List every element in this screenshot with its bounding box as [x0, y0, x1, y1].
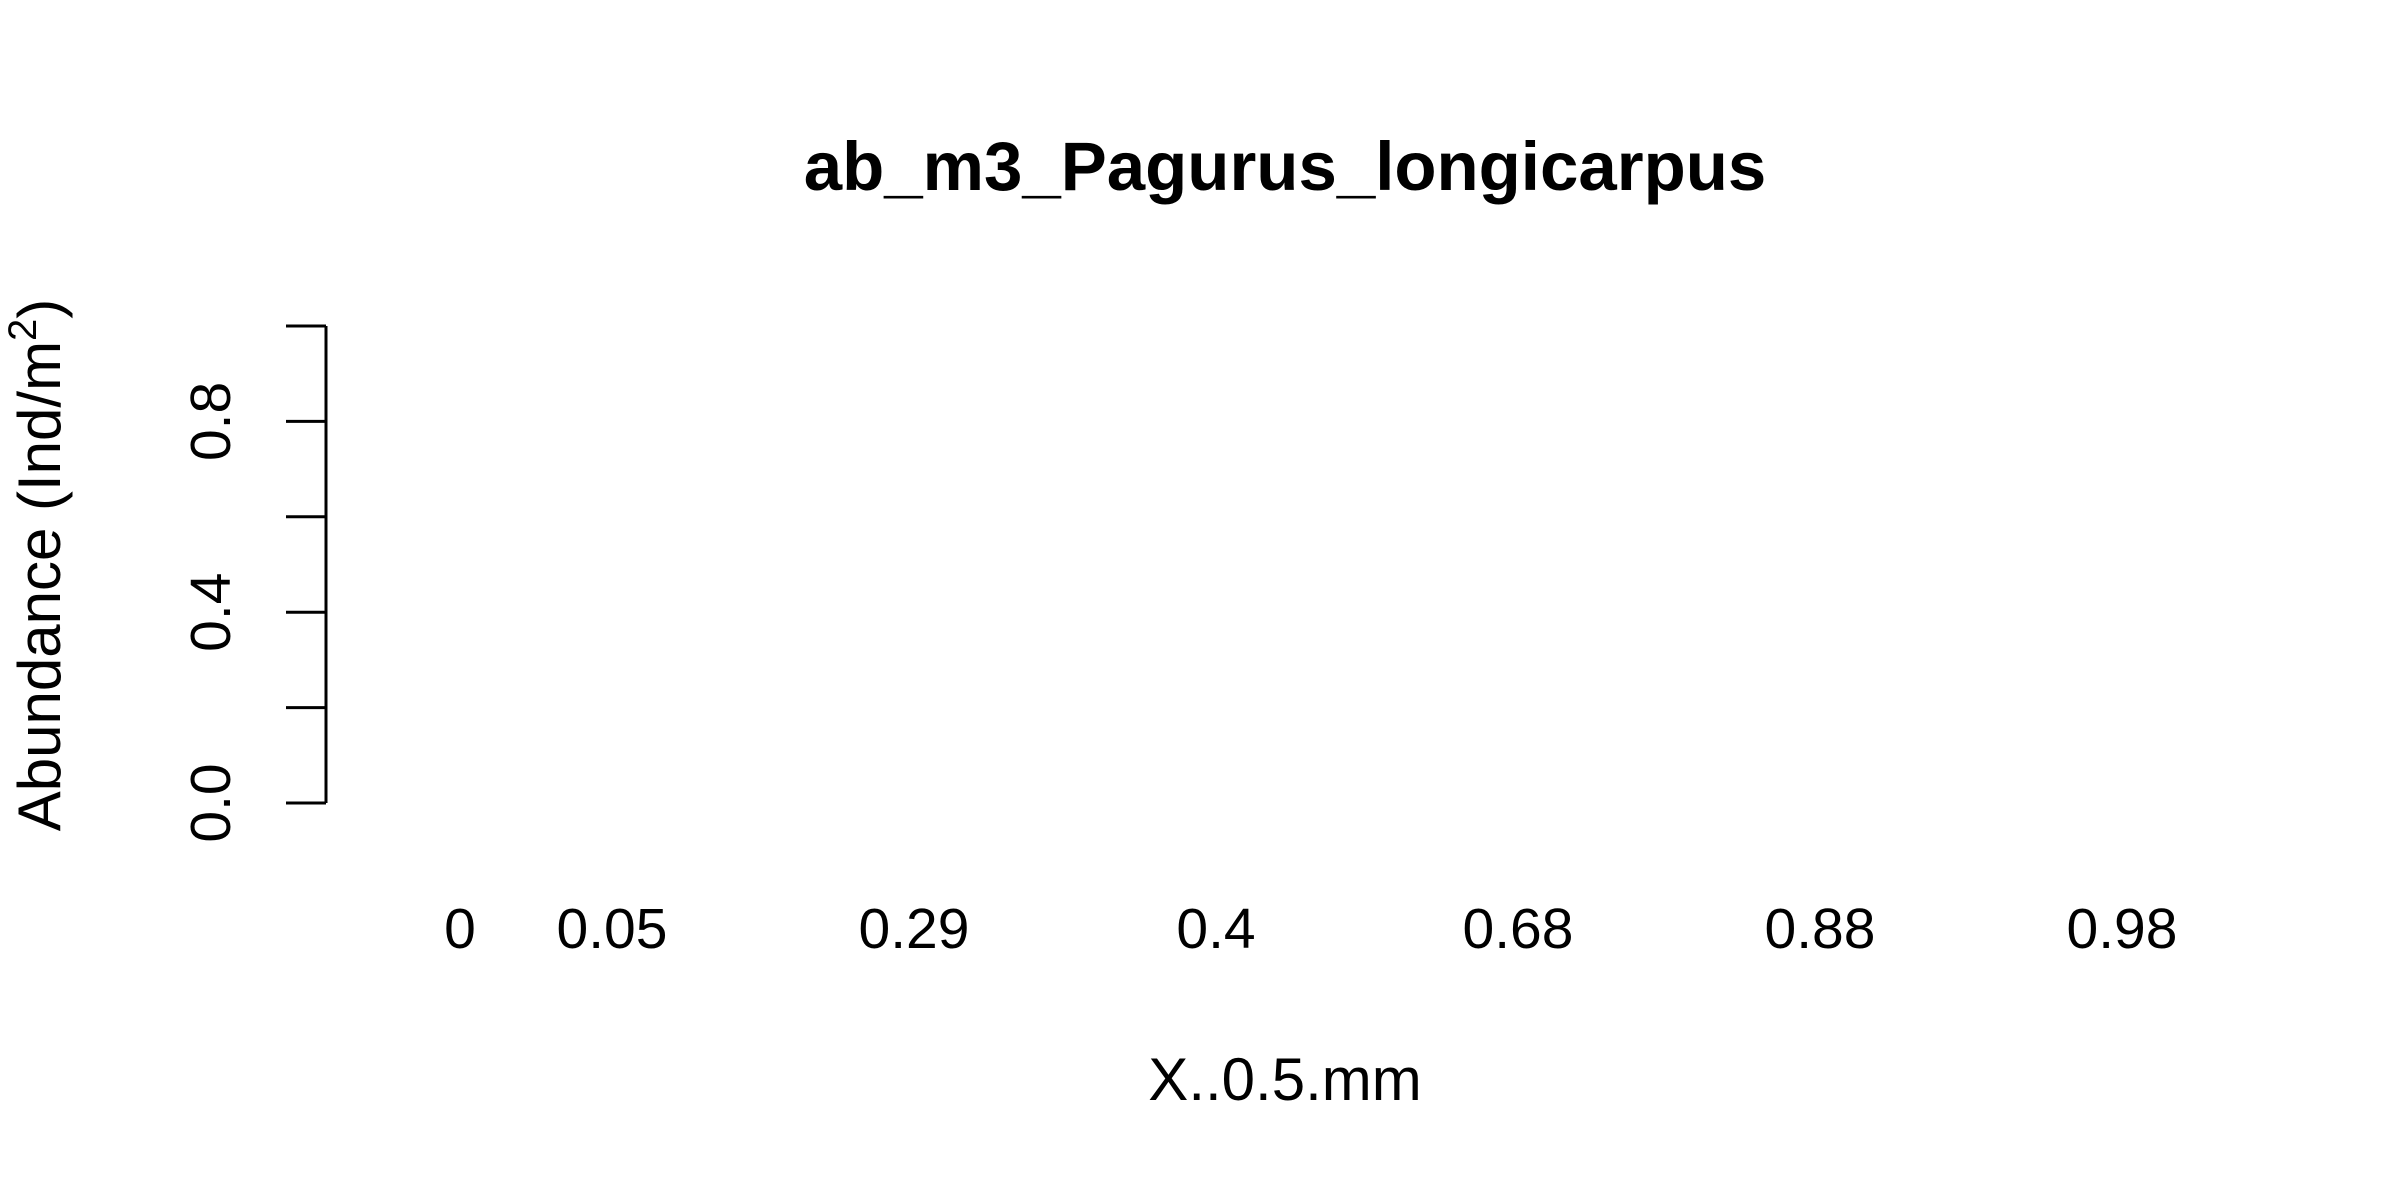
y-tick-label: 0.0 [179, 763, 243, 842]
x-tick-label: 0.4 [1176, 897, 1255, 961]
x-tick-label: 0.05 [557, 897, 668, 961]
x-axis-label: X..0.5.mm [1148, 1046, 1421, 1113]
y-tick-label: 0.8 [179, 382, 243, 461]
y-axis-label-main: Abundance (Ind/m [6, 341, 73, 831]
x-tick-label: 0 [444, 897, 476, 961]
chart-title: ab_m3_Pagurus_longicarpus [804, 128, 1767, 205]
y-axis-label-superscript: 2 [1, 319, 45, 341]
y-axis-label: Abundance (Ind/m2) [1, 299, 73, 832]
y-axis-label-suffix: ) [6, 299, 73, 319]
x-tick-label: 0.98 [2067, 897, 2178, 961]
x-axis: 0 0.05 0.29 0.4 0.68 0.88 0.98 [444, 897, 2177, 961]
y-tick-label: 0.4 [179, 573, 243, 652]
x-tick-label: 0.29 [859, 897, 970, 961]
y-axis: 0.0 0.4 0.8 [179, 324, 328, 843]
x-tick-label: 0.68 [1463, 897, 1574, 961]
x-tick-label: 0.88 [1765, 897, 1876, 961]
